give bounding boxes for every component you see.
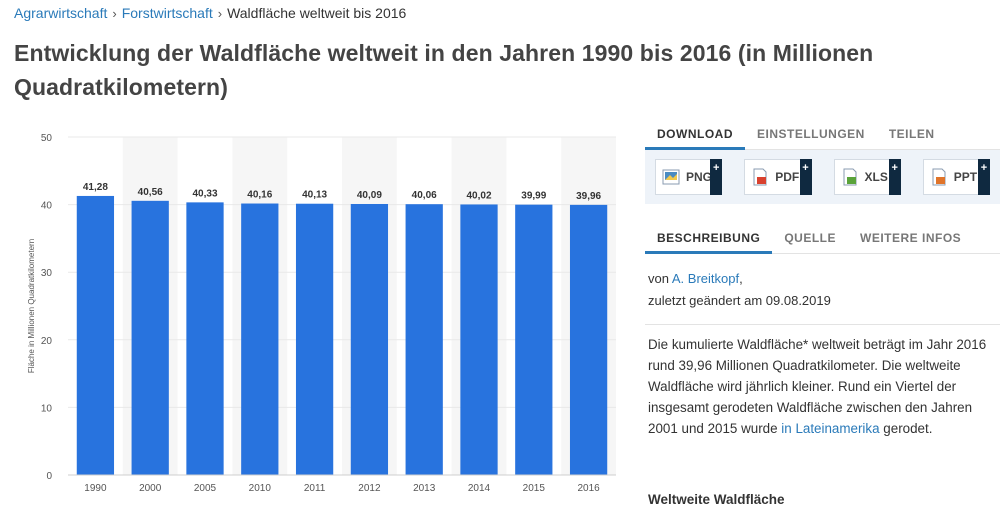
- plus-icon: +: [978, 159, 990, 195]
- x-tick-label: 1990: [84, 483, 107, 494]
- pdf-download-button[interactable]: PDF +: [744, 159, 812, 195]
- pdf-file-icon: [753, 168, 767, 186]
- description: Die kumulierte Waldfläche* weltweit betr…: [645, 325, 995, 439]
- chevron-right-icon: ›: [217, 6, 223, 21]
- xls-download-button[interactable]: XLS +: [833, 159, 901, 195]
- tab-teilen[interactable]: TEILEN: [888, 127, 935, 141]
- ppt-label: PPT: [953, 170, 978, 184]
- x-tick-label: 2000: [139, 483, 162, 494]
- author-prefix: von: [648, 271, 669, 286]
- data-label: 40,33: [192, 188, 217, 199]
- tab-einstellungen[interactable]: EINSTELLUNGEN: [757, 127, 865, 141]
- x-tick-label: 2010: [249, 483, 272, 494]
- bar-1990: [76, 195, 115, 475]
- x-tick-label: 2016: [577, 483, 600, 494]
- ppt-file-icon: [932, 168, 946, 186]
- y-tick-label: 30: [41, 268, 53, 279]
- author-line: von A. Breitkopf,: [648, 268, 1000, 290]
- x-tick-label: 2005: [194, 483, 217, 494]
- png-label: PNG: [686, 170, 713, 184]
- png-file-icon: [662, 169, 680, 185]
- x-tick-label: 2014: [468, 483, 491, 494]
- y-tick-label: 10: [41, 403, 53, 414]
- x-tick-label: 2013: [413, 483, 436, 494]
- plus-icon: +: [710, 159, 723, 195]
- lateinamerika-link[interactable]: in Lateinamerika: [781, 421, 880, 436]
- bar-2013: [405, 204, 443, 475]
- bar-2014: [460, 204, 498, 476]
- data-label: 40,16: [247, 190, 272, 201]
- divider: [645, 324, 1000, 325]
- tab-weitere-infos[interactable]: WEITERE INFOS: [860, 231, 962, 245]
- description-end: gerodet.: [883, 421, 933, 436]
- plus-icon: +: [888, 159, 901, 195]
- author-suffix: ,: [739, 271, 743, 286]
- tab-beschreibung[interactable]: BESCHREIBUNG: [645, 222, 773, 254]
- x-tick-label: 2011: [304, 483, 326, 494]
- data-label: 40,56: [138, 187, 163, 198]
- y-tick-label: 40: [41, 201, 53, 212]
- data-label: 39,99: [521, 191, 546, 202]
- y-tick-label: 20: [41, 336, 53, 347]
- section-heading: Weltweite Waldfläche: [648, 492, 785, 507]
- chevron-right-icon: ›: [112, 6, 117, 21]
- breadcrumb-current: Waldfläche weltweit bis 2016: [227, 5, 407, 21]
- bar-2005: [186, 202, 224, 475]
- breadcrumb: Agrarwirtschaft › Forstwirtschaft › Waldfläc…: [14, 5, 406, 21]
- bar-2011: [295, 203, 334, 475]
- y-tick-label: 50: [41, 133, 53, 144]
- y-tick-label: 0: [46, 471, 52, 482]
- info-tabs: BESCHREIBUNG QUELLE WEITERE INFOS: [645, 222, 1000, 254]
- bar-2012: [350, 203, 389, 475]
- right-panel: DOWNLOAD EINSTELLUNGEN TEILEN PNG + PDF …: [645, 118, 1000, 439]
- breadcrumb-link-agrarwirtschaft[interactable]: Agrarwirtschaft: [14, 5, 108, 21]
- description-text: Die kumulierte Waldfläche* weltweit betr…: [648, 337, 987, 436]
- xls-label: XLS: [864, 170, 888, 184]
- bar-2000: [131, 200, 169, 475]
- author-link[interactable]: A. Breitkopf: [671, 271, 740, 286]
- png-download-button[interactable]: PNG +: [655, 159, 723, 195]
- x-tick-label: 2012: [358, 483, 381, 494]
- bar-2015: [515, 204, 553, 475]
- tab-quelle[interactable]: QUELLE: [784, 231, 837, 245]
- data-label: 41,28: [83, 182, 108, 193]
- page-title: Entwicklung der Waldfläche weltweit in d…: [14, 40, 874, 100]
- y-axis-label: Fläche in Millionen Quadratkilometern: [27, 239, 36, 373]
- breadcrumb-link-forstwirtschaft[interactable]: Forstwirtschaft: [121, 5, 213, 21]
- data-label: 40,02: [466, 190, 491, 201]
- tab-download[interactable]: DOWNLOAD: [645, 118, 745, 150]
- chart-svg: 0 10 20 30 40 50 41,28 1990 40,56 2000 40,33 2005 40…: [27, 133, 616, 494]
- xls-file-icon: [843, 168, 856, 186]
- bar-2016: [569, 204, 608, 475]
- updated-date: zuletzt geändert am 09.08.2019: [648, 293, 831, 308]
- bar-2010: [241, 203, 279, 475]
- bar-chart: 0 10 20 30 40 50 41,28 1990 40,56 2000 40,33 2005 40…: [0, 120, 630, 508]
- ppt-download-button[interactable]: PPT +: [922, 159, 990, 195]
- plus-icon: +: [799, 159, 812, 195]
- x-tick-label: 2015: [523, 483, 546, 494]
- data-label: 39,96: [576, 191, 601, 202]
- meta-info: von A. Breitkopf, zuletzt geändert am 09…: [645, 254, 1000, 312]
- data-label: 40,09: [357, 190, 382, 201]
- data-label: 40,06: [412, 190, 437, 201]
- download-tabs: DOWNLOAD EINSTELLUNGEN TEILEN: [645, 118, 1000, 150]
- pdf-label: PDF: [775, 170, 800, 184]
- download-box: PNG + PDF + XLS + PPT +: [645, 150, 1000, 204]
- data-label: 40,13: [302, 190, 327, 201]
